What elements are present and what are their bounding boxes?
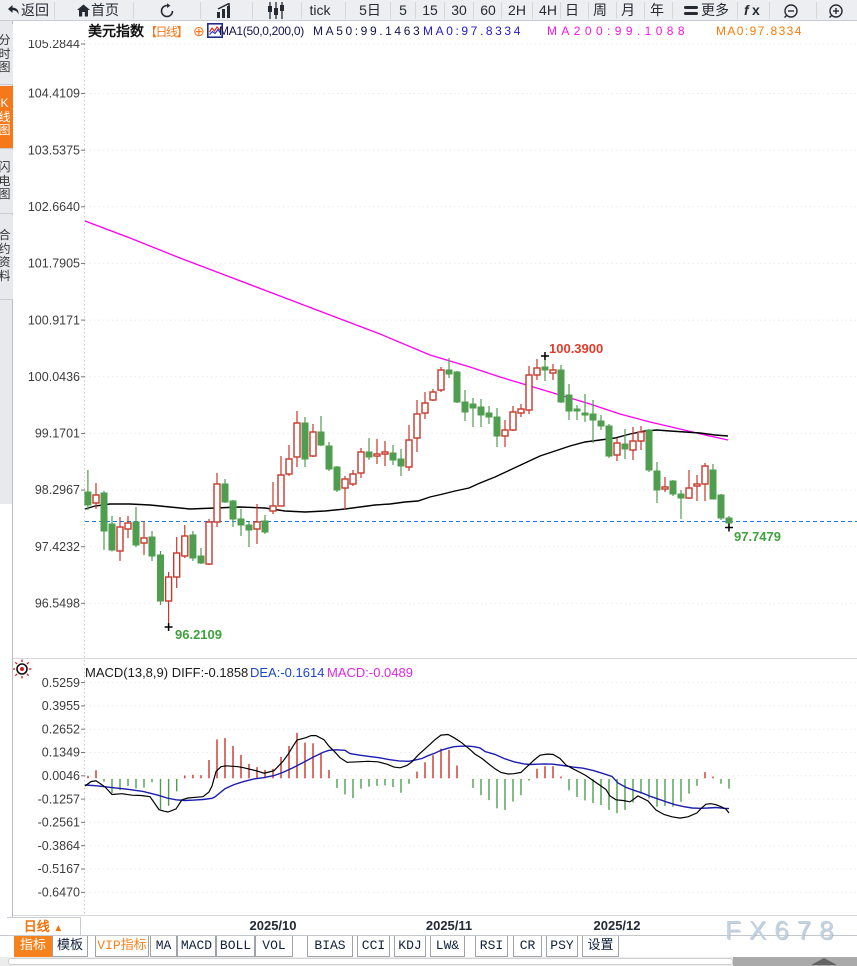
svg-text:-0.5167: -0.5167 bbox=[38, 862, 80, 876]
svg-text:MACD:-0.0489: MACD:-0.0489 bbox=[327, 665, 413, 680]
svg-text:103.5375: 103.5375 bbox=[28, 143, 80, 157]
svg-text:104.4109: 104.4109 bbox=[28, 87, 80, 101]
svg-text:0.0046: 0.0046 bbox=[42, 769, 80, 783]
svg-text:99.1701: 99.1701 bbox=[35, 427, 80, 441]
svg-text:-0.3864: -0.3864 bbox=[38, 839, 80, 853]
svg-text:100.0436: 100.0436 bbox=[28, 370, 80, 384]
svg-text:0.2652: 0.2652 bbox=[42, 722, 80, 736]
svg-text:-0.1257: -0.1257 bbox=[38, 792, 80, 806]
svg-text:DEA:-0.1614: DEA:-0.1614 bbox=[250, 665, 324, 680]
svg-text:0.5259: 0.5259 bbox=[42, 676, 80, 690]
svg-text:97.7479: 97.7479 bbox=[734, 529, 781, 544]
svg-text:0.1349: 0.1349 bbox=[42, 746, 80, 760]
svg-text:96.5498: 96.5498 bbox=[35, 597, 80, 611]
svg-text:100.3900: 100.3900 bbox=[549, 341, 603, 356]
svg-text:105.2844: 105.2844 bbox=[28, 37, 80, 51]
svg-text:2025/10: 2025/10 bbox=[250, 918, 297, 933]
svg-text:96.2109: 96.2109 bbox=[175, 627, 222, 642]
svg-text:100.9171: 100.9171 bbox=[28, 313, 80, 327]
svg-text:-0.6470: -0.6470 bbox=[38, 886, 80, 900]
svg-text:MACD(13,8,9) DIFF:-0.1858: MACD(13,8,9) DIFF:-0.1858 bbox=[85, 665, 248, 680]
svg-text:101.7905: 101.7905 bbox=[28, 257, 80, 271]
svg-text:98.2967: 98.2967 bbox=[35, 483, 80, 497]
svg-text:2025/11: 2025/11 bbox=[426, 918, 472, 933]
svg-text:102.6640: 102.6640 bbox=[28, 200, 80, 214]
svg-text:2025/12: 2025/12 bbox=[594, 918, 641, 933]
svg-text:0.3955: 0.3955 bbox=[42, 699, 80, 713]
svg-text:97.4232: 97.4232 bbox=[35, 540, 80, 554]
svg-text:-0.2561: -0.2561 bbox=[38, 816, 80, 830]
